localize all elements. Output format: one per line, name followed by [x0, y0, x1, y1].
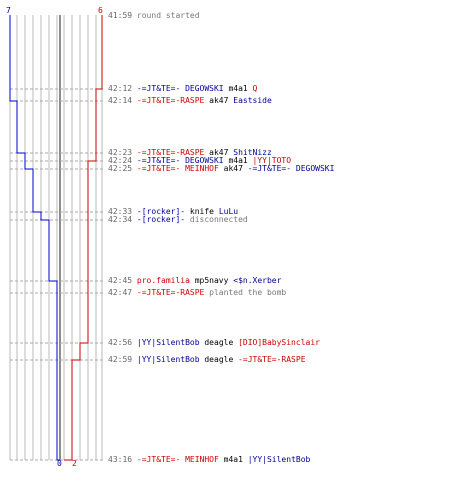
red-team-alive-line	[64, 15, 103, 461]
event-text: round started	[136, 11, 200, 20]
event-text: Q	[252, 84, 258, 93]
event-time: 42:45	[108, 276, 133, 285]
event-row: 42:33 -[rocker]- knife LuLu	[108, 207, 238, 217]
event-row: 42:24 -=JT&TE=- DEGOWSKI m4a1 |YY|TOTO	[108, 156, 291, 166]
event-row: 42:34 -[rocker]- disconnected	[108, 215, 248, 225]
event-time: 42:47	[108, 288, 133, 297]
blue-start-score: 7	[6, 6, 11, 15]
event-row: 42:14 -=JT&TE=-RASPE ak47 Eastside	[108, 96, 272, 106]
red-start-score: 6	[98, 6, 103, 15]
event-text: planted the bomb	[204, 288, 287, 297]
event-row: 42:47 -=JT&TE=-RASPE planted the bomb	[108, 288, 286, 298]
event-text: -=JT&TE=-RASPE	[136, 288, 205, 297]
event-text: deagle	[199, 355, 239, 364]
event-text: LuLu	[218, 207, 239, 216]
event-text: ak47	[204, 148, 234, 157]
event-text: deagle	[199, 338, 239, 347]
event-time: 42:12	[108, 84, 133, 93]
event-time: 42:23	[108, 148, 133, 157]
event-text: |YY|SilentBob	[136, 338, 200, 347]
event-text: -[rocker]-	[136, 215, 186, 224]
event-text: -=JT&TE=-RASPE	[136, 148, 205, 157]
event-text: -[rocker]-	[136, 207, 186, 216]
event-text: <$n.Xerber	[233, 276, 282, 285]
event-row: 41:59 round started	[108, 11, 200, 21]
event-text: ak47	[204, 96, 234, 105]
event-text: Eastside	[233, 96, 272, 105]
event-text: ShitNizz	[233, 148, 272, 157]
blue-end-score: 0	[57, 459, 62, 468]
event-text: |YY|SilentBob	[136, 355, 200, 364]
event-text: m4a1	[223, 84, 253, 93]
event-text: -=JT&TE=- DEGOWSKI	[136, 84, 224, 93]
event-text: mp5navy	[189, 276, 234, 285]
event-text: -=JT&TE=- MEINHOF	[136, 164, 219, 173]
event-row: 42:23 -=JT&TE=-RASPE ak47 ShitNizz	[108, 148, 272, 158]
event-text: ak47	[218, 164, 248, 173]
event-text: pro.familia	[136, 276, 190, 285]
event-text: [DIO]BabySinclair	[238, 338, 320, 347]
event-row: 42:59 |YY|SilentBob deagle -=JT&TE=-RASP…	[108, 355, 306, 365]
event-text: |YY|TOTO	[252, 156, 292, 165]
event-row: 42:56 |YY|SilentBob deagle [DIO]BabySinc…	[108, 338, 320, 348]
event-text: -=JT&TE=-RASPE	[136, 96, 205, 105]
event-time: 41:59	[108, 11, 133, 20]
event-row: 42:25 -=JT&TE=- MEINHOF ak47 -=JT&TE=- D…	[108, 164, 334, 174]
red-end-score: 2	[72, 459, 77, 468]
event-time: 42:24	[108, 156, 133, 165]
event-text: m4a1	[223, 156, 253, 165]
event-text: |YY|SilentBob	[247, 455, 311, 464]
event-time: 42:14	[108, 96, 133, 105]
event-time: 42:25	[108, 164, 133, 173]
event-text: -=JT&TE=- DEGOWSKI	[136, 156, 224, 165]
event-text: m4a1	[218, 455, 248, 464]
event-text: disconnected	[185, 215, 248, 224]
event-time: 42:56	[108, 338, 133, 347]
event-time: 42:34	[108, 215, 133, 224]
event-row: 42:12 -=JT&TE=- DEGOWSKI m4a1 Q	[108, 84, 257, 94]
event-text: -=JT&TE=-RASPE	[238, 355, 306, 364]
event-time: 42:33	[108, 207, 133, 216]
event-time: 42:59	[108, 355, 133, 364]
event-text: -=JT&TE=- DEGOWSKI	[247, 164, 335, 173]
event-time: 43:16	[108, 455, 133, 464]
event-text: knife	[185, 207, 219, 216]
event-row: 42:45 pro.familia mp5navy <$n.Xerber	[108, 276, 281, 286]
event-text: -=JT&TE=- MEINHOF	[136, 455, 219, 464]
event-row: 43:16 -=JT&TE=- MEINHOF m4a1 |YY|SilentB…	[108, 455, 310, 465]
blue-team-alive-line	[9, 15, 60, 461]
